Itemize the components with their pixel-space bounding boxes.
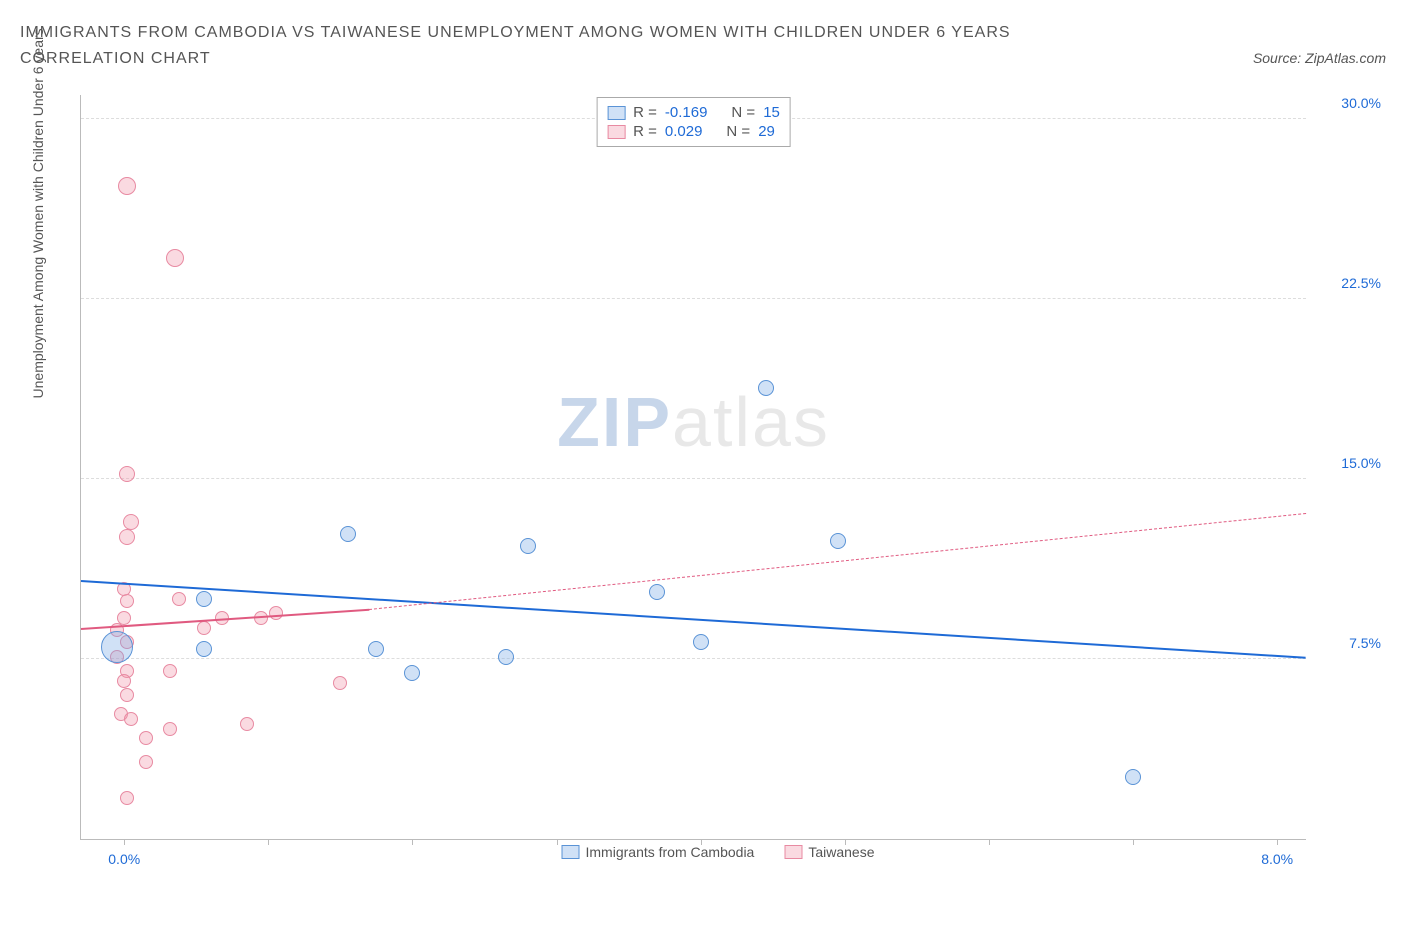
pink-point: [118, 177, 136, 195]
x-tick: [1133, 839, 1134, 845]
r-label: R =: [633, 104, 657, 121]
x-tick-label: 0.0%: [108, 851, 140, 867]
legend-row-pink: R = 0.029 N = 29: [607, 122, 780, 141]
watermark: ZIPatlas: [557, 382, 830, 462]
blue-point: [830, 533, 846, 549]
correlation-legend: R = -0.169 N = 15 R = 0.029 N = 29: [596, 97, 791, 147]
watermark-atlas: atlas: [672, 383, 830, 461]
x-tick: [124, 839, 125, 845]
pink-point: [166, 249, 184, 267]
blue-point: [758, 380, 774, 396]
gridline: [81, 478, 1306, 479]
pink-point: [139, 731, 153, 745]
pink-point: [197, 621, 211, 635]
pink-point: [120, 688, 134, 702]
x-tick: [989, 839, 990, 845]
r-value-pink: 0.029: [665, 123, 703, 140]
y-tick-label: 30.0%: [1311, 95, 1381, 111]
pink-point: [163, 722, 177, 736]
blue-point: [404, 665, 420, 681]
legend-label-blue: Immigrants from Cambodia: [586, 844, 755, 860]
gridline: [81, 658, 1306, 659]
blue-point: [340, 526, 356, 542]
x-tick-label: 8.0%: [1261, 851, 1293, 867]
chart-title: IMMIGRANTS FROM CAMBODIA VS TAIWANESE UN…: [20, 20, 1120, 71]
gridline: [81, 298, 1306, 299]
legend-item-blue: Immigrants from Cambodia: [562, 844, 755, 860]
legend-row-blue: R = -0.169 N = 15: [607, 103, 780, 122]
pink-point: [119, 466, 135, 482]
blue-point: [196, 591, 212, 607]
n-label: N =: [726, 123, 750, 140]
r-label: R =: [633, 123, 657, 140]
legend-swatch-blue: [562, 845, 580, 859]
legend-swatch-blue: [607, 106, 625, 120]
legend-swatch-pink: [784, 845, 802, 859]
watermark-zip: ZIP: [557, 383, 672, 461]
pink-point: [240, 717, 254, 731]
pink-point: [333, 676, 347, 690]
blue-point: [693, 634, 709, 650]
x-tick: [412, 839, 413, 845]
trend-pink-dashed: [369, 513, 1306, 610]
blue-point: [1125, 769, 1141, 785]
blue-point: [498, 649, 514, 665]
x-tick: [1277, 839, 1278, 845]
blue-point: [520, 538, 536, 554]
legend-item-pink: Taiwanese: [784, 844, 874, 860]
plot-region: ZIPatlas R = -0.169 N = 15 R = 0.029 N =…: [80, 95, 1306, 840]
r-value-blue: -0.169: [665, 104, 708, 121]
series-legend: Immigrants from Cambodia Taiwanese: [562, 844, 875, 860]
n-value-pink: 29: [758, 123, 775, 140]
chart-area: Unemployment Among Women with Children U…: [50, 95, 1386, 870]
y-axis-label: Unemployment Among Women with Children U…: [30, 28, 46, 398]
pink-point: [120, 791, 134, 805]
blue-point: [368, 641, 384, 657]
legend-label-pink: Taiwanese: [808, 844, 874, 860]
x-tick: [268, 839, 269, 845]
y-tick-label: 22.5%: [1311, 275, 1381, 291]
pink-point: [163, 664, 177, 678]
x-tick: [557, 839, 558, 845]
legend-swatch-pink: [607, 125, 625, 139]
y-tick-label: 7.5%: [1311, 635, 1381, 651]
pink-point: [124, 712, 138, 726]
blue-point: [649, 584, 665, 600]
pink-point: [119, 529, 135, 545]
source-text: Source: ZipAtlas.com: [1253, 20, 1386, 66]
n-label: N =: [731, 104, 755, 121]
n-value-blue: 15: [763, 104, 780, 121]
pink-point: [172, 592, 186, 606]
pink-point: [269, 606, 283, 620]
blue-point: [101, 631, 133, 663]
y-tick-label: 15.0%: [1311, 455, 1381, 471]
pink-point: [139, 755, 153, 769]
blue-point: [196, 641, 212, 657]
pink-point: [117, 674, 131, 688]
pink-point: [120, 594, 134, 608]
